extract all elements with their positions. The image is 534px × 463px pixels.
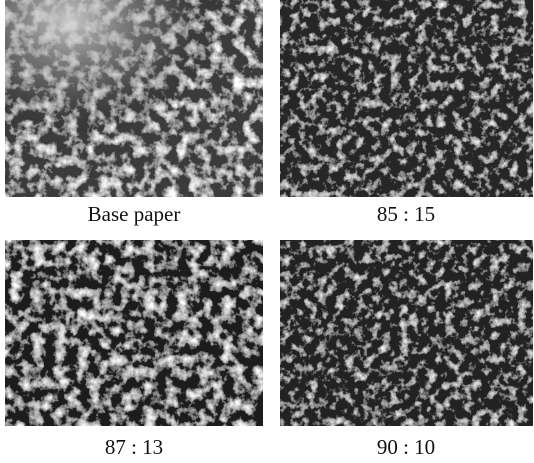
panel-image bbox=[280, 0, 533, 197]
panel-caption: Base paper bbox=[88, 202, 181, 226]
panel-caption: 85 : 15 bbox=[377, 202, 435, 226]
panel-image bbox=[280, 240, 533, 426]
panel-image bbox=[5, 0, 263, 197]
panel-caption: 87 : 13 bbox=[105, 435, 163, 459]
panel-image bbox=[5, 240, 263, 426]
panel-caption: 90 : 10 bbox=[377, 435, 435, 459]
